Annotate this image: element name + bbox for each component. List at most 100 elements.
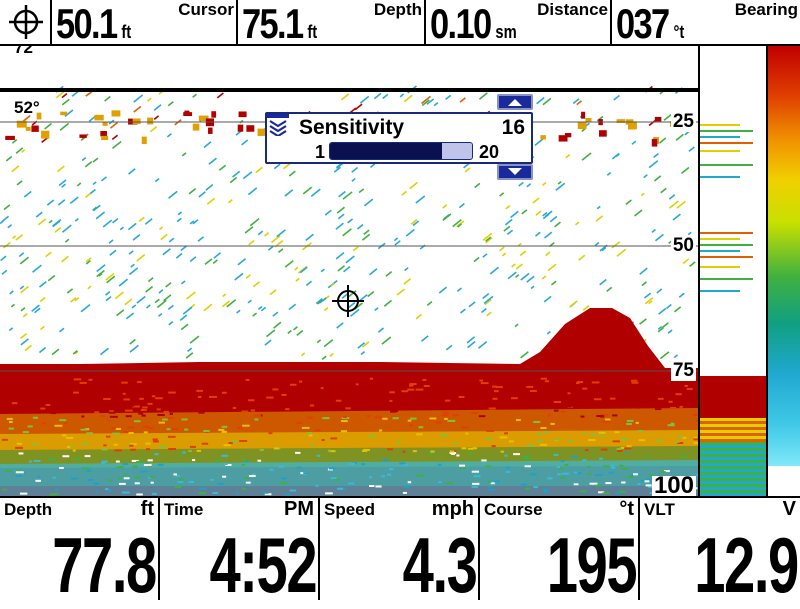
sonar-echo [183, 307, 192, 314]
sonar-echo [479, 93, 487, 99]
bottom-speckle [596, 485, 602, 487]
sonar-echo [682, 167, 689, 173]
sonar-echo [129, 169, 136, 174]
sonar-echo [62, 225, 71, 232]
bottom-speckle [328, 450, 331, 452]
bottom-speckle [363, 403, 369, 405]
sonar-echo [527, 276, 534, 282]
bottom-speckle [132, 466, 137, 468]
sonar-echo [394, 238, 397, 241]
sonar-echo [253, 282, 259, 287]
surface-clutter [142, 137, 147, 144]
bottom-speckle [508, 404, 513, 406]
bottom-speckle [473, 447, 477, 449]
bottom-speckle [19, 452, 24, 454]
speed-unit: mph [432, 498, 474, 521]
bottom-speckle [583, 432, 587, 434]
sonar-echo [368, 292, 374, 297]
sonar-echo [111, 122, 118, 128]
sonar-echo [6, 157, 11, 161]
sonar-echo [502, 253, 505, 256]
bottom-speckle [281, 394, 286, 396]
cursor-mode-button[interactable] [0, 0, 52, 44]
bottom-speckle [445, 482, 453, 484]
bottom-speckle [242, 425, 250, 427]
bottom-speckle [608, 472, 613, 474]
sonar-echo [154, 116, 158, 119]
sonar-echo [359, 189, 364, 193]
sonar-echo [579, 255, 585, 260]
bottom-speckle [59, 419, 66, 421]
sonar-echo [679, 293, 684, 297]
bottom-speckle [615, 389, 620, 391]
sonar-echo [644, 175, 648, 178]
sonar-echo [265, 233, 269, 236]
sonar-echo [522, 210, 527, 214]
a-scope-bar [700, 142, 753, 144]
sonar-echo [446, 345, 452, 350]
bottom-speckle [123, 463, 128, 465]
sonar-echo [655, 234, 663, 240]
sonar-echo [134, 95, 143, 102]
bottom-speckle [199, 412, 205, 414]
bottom-speckle [372, 384, 376, 386]
bottom-speckle [438, 481, 441, 483]
a-scope-bottom [700, 415, 766, 418]
a-scope-bottom [700, 427, 766, 430]
bottom-speckle [577, 381, 583, 383]
bottom-speckle [401, 390, 408, 392]
bottom-speckle [600, 405, 605, 407]
sonar-echo [577, 101, 582, 105]
bottom-speckle [168, 417, 174, 419]
sonar-echo [129, 251, 133, 254]
bottom-speckle [580, 416, 584, 418]
bottom-speckle [30, 379, 33, 381]
sonar-echo [521, 352, 529, 358]
bottom-speckle [580, 402, 587, 404]
sonar-echo [249, 241, 255, 245]
sonar-echo [427, 302, 432, 306]
bottom-speckle [73, 450, 76, 452]
sensitivity-slider[interactable] [329, 142, 473, 160]
a-scope-bottom [700, 382, 766, 385]
bottom-speckle [302, 384, 307, 386]
bottom-speckle [242, 459, 245, 461]
sonar-echo [81, 305, 90, 312]
sonar-echo [145, 219, 152, 224]
sonar-echo [253, 313, 257, 316]
sonar-echo [137, 255, 145, 261]
a-scope-bottom [700, 490, 766, 493]
bottom-speckle [617, 448, 622, 450]
bottom-speckle [20, 493, 27, 495]
sonar-echo [457, 288, 461, 291]
sonar-history-view[interactable]: 72 52° 25 50 75 100 Sensitivity 16 1 20 [0, 46, 698, 496]
bottom-speckle [167, 428, 171, 430]
bottom-speckle [217, 394, 220, 396]
sonar-echo [668, 330, 672, 333]
bottom-speckle [453, 442, 457, 444]
bottom-speckle [40, 408, 45, 410]
sensitivity-down-button[interactable] [497, 164, 533, 180]
bottom-speckle [135, 482, 140, 484]
sonar-echo [119, 279, 127, 286]
sensitivity-up-button[interactable] [497, 94, 533, 110]
sonar-echo [168, 102, 173, 106]
bottom-speckle [376, 409, 383, 411]
bottom-speckle [494, 390, 499, 392]
sonar-echo [110, 250, 116, 255]
bottom-speckle [233, 407, 236, 409]
bottom-speckle [330, 437, 337, 439]
bottom-speckle [525, 465, 531, 467]
sonar-echo [261, 307, 265, 310]
bottom-speckle [152, 493, 157, 495]
bottom-speckle [458, 379, 464, 381]
bottom-speckle [345, 407, 350, 409]
bottom-speckle [237, 427, 243, 429]
sonar-echo [346, 256, 354, 263]
bottom-speckle [157, 414, 164, 416]
bottom-speckle [246, 482, 251, 484]
sensitivity-dialog[interactable]: Sensitivity 16 1 20 [265, 112, 533, 164]
surface-clutter [581, 112, 585, 119]
voltage-label: VLT [644, 500, 675, 520]
cursor-label: Cursor [178, 0, 234, 20]
